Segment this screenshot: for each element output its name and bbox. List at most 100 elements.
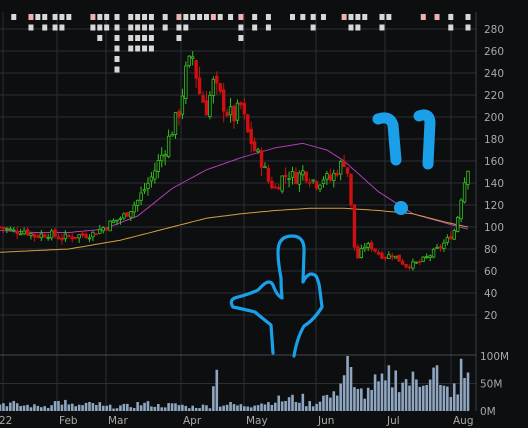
signal-marker-column-32 bbox=[348, 14, 354, 31]
signal-marker-column-11 bbox=[128, 14, 134, 52]
annotations bbox=[229, 109, 436, 358]
candle-59 bbox=[201, 91, 205, 103]
candle-35 bbox=[118, 216, 123, 225]
axes: 20 40 60 80 100 120 140 160 180 200 220 240 260 280 0M… bbox=[0, 24, 509, 427]
volume-bar-122 bbox=[418, 386, 422, 411]
signal-marker-column-9 bbox=[104, 14, 110, 31]
signal-marker-column-0 bbox=[11, 14, 17, 20]
date-tick-1: Feb bbox=[59, 415, 78, 427]
signal-marker-column-6 bbox=[66, 14, 72, 20]
candle-132 bbox=[452, 228, 456, 240]
candle-17 bbox=[56, 233, 61, 240]
candle-78 bbox=[266, 164, 271, 184]
volume-bars bbox=[0, 356, 470, 411]
volume-bar-1 bbox=[2, 403, 5, 411]
volume-bar-53 bbox=[181, 404, 184, 411]
candle-122 bbox=[418, 259, 422, 266]
volume-bar-83 bbox=[284, 400, 287, 411]
candle-75 bbox=[256, 147, 260, 154]
volume-bar-119 bbox=[408, 385, 411, 411]
volume-bar-34 bbox=[115, 408, 119, 411]
candle-5 bbox=[15, 226, 19, 239]
volume-bar-125 bbox=[428, 379, 432, 411]
volume-bar-30 bbox=[101, 405, 105, 411]
price-tick-160: 160 bbox=[484, 156, 504, 168]
volume-bar-23 bbox=[77, 404, 81, 411]
volume-bar-84 bbox=[287, 397, 291, 411]
candle-98 bbox=[335, 169, 339, 177]
volume-bar-69 bbox=[236, 405, 239, 411]
candle-127 bbox=[435, 243, 439, 249]
candle-116 bbox=[397, 254, 401, 262]
volume-bar-96 bbox=[329, 397, 332, 411]
candle-13 bbox=[43, 232, 47, 238]
volume-bar-127 bbox=[435, 365, 439, 411]
volume-bar-123 bbox=[421, 385, 425, 411]
volume-bar-116 bbox=[397, 392, 401, 411]
candle-6 bbox=[18, 228, 23, 236]
volume-bar-72 bbox=[246, 406, 250, 411]
candle-11 bbox=[36, 233, 40, 239]
signal-marker-column-26 bbox=[265, 14, 271, 31]
candle-25 bbox=[84, 229, 88, 239]
price-tick-120: 120 bbox=[484, 200, 504, 212]
signal-marker-column-23 bbox=[228, 14, 234, 20]
volume-bar-25 bbox=[84, 402, 88, 411]
candle-133 bbox=[455, 215, 460, 233]
volume-bar-20 bbox=[67, 404, 71, 411]
signal-marker-column-3 bbox=[42, 14, 48, 31]
candle-28 bbox=[94, 233, 99, 236]
candle-91 bbox=[311, 179, 315, 184]
candle-37 bbox=[125, 211, 130, 217]
candle-19 bbox=[63, 230, 68, 242]
candle-72 bbox=[246, 113, 250, 134]
candle-62 bbox=[211, 76, 216, 104]
volume-bar-60 bbox=[205, 405, 208, 411]
volume-bar-9 bbox=[29, 407, 33, 411]
candle-115 bbox=[394, 255, 398, 259]
volume-bar-56 bbox=[191, 405, 195, 411]
volume-bar-45 bbox=[153, 406, 157, 411]
signal-marker-column-10 bbox=[114, 14, 120, 73]
volume-bar-93 bbox=[318, 401, 322, 411]
candle-57 bbox=[194, 59, 198, 88]
candle-131 bbox=[449, 231, 453, 240]
volume-bar-24 bbox=[81, 405, 84, 411]
volume-bar-82 bbox=[280, 401, 284, 411]
date-tick-6: Jul bbox=[386, 415, 400, 427]
volume-bar-39 bbox=[132, 408, 136, 411]
volume-bar-129 bbox=[442, 385, 446, 411]
candle-96 bbox=[328, 168, 333, 183]
candle-45 bbox=[153, 162, 157, 184]
signal-marker-column-34 bbox=[362, 14, 368, 20]
volume-bar-15 bbox=[50, 405, 53, 411]
candle-12 bbox=[39, 229, 43, 242]
candle-123 bbox=[421, 256, 425, 262]
candle-126 bbox=[431, 247, 436, 259]
candle-65 bbox=[221, 82, 226, 123]
volume-bar-106 bbox=[363, 398, 367, 411]
volume-bar-76 bbox=[260, 403, 263, 411]
signal-marker-column-24 bbox=[238, 14, 244, 41]
volume-bar-0 bbox=[0, 404, 2, 411]
volume-bar-22 bbox=[74, 406, 78, 411]
date-tick-0: 22 bbox=[0, 415, 12, 427]
candle-80 bbox=[273, 183, 277, 189]
candle-94 bbox=[321, 176, 326, 188]
volume-bar-66 bbox=[225, 404, 229, 411]
signal-marker-column-8 bbox=[97, 14, 103, 41]
volume-bar-19 bbox=[64, 399, 67, 411]
volume-bar-40 bbox=[136, 402, 139, 411]
candle-124 bbox=[425, 253, 429, 259]
candle-18 bbox=[60, 233, 64, 245]
volume-bar-51 bbox=[174, 403, 177, 411]
signal-marker-column-39 bbox=[448, 14, 454, 31]
volume-bar-63 bbox=[215, 369, 219, 411]
volume-bar-92 bbox=[315, 403, 318, 411]
signal-marker-column-36 bbox=[386, 14, 392, 20]
price-tick-240: 240 bbox=[484, 68, 504, 80]
volume-bar-111 bbox=[380, 373, 384, 411]
candle-3 bbox=[8, 226, 13, 232]
candle-101 bbox=[345, 167, 350, 178]
signal-marker-column-2 bbox=[35, 14, 41, 20]
